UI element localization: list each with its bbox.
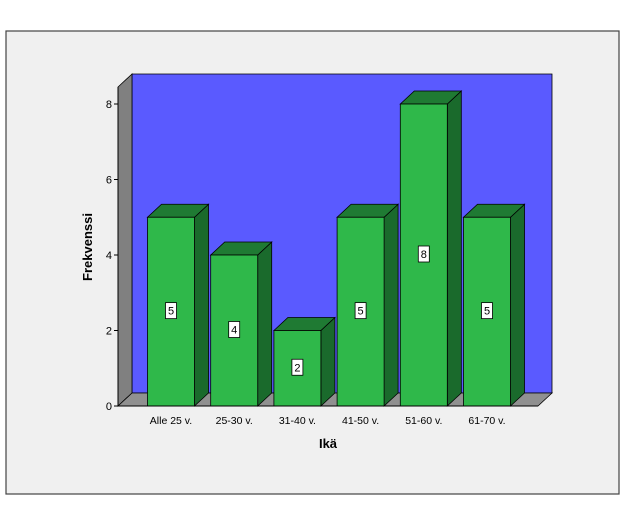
side-wall bbox=[117, 73, 133, 407]
x-tick-label: 41-50 v. bbox=[342, 415, 379, 427]
x-tick-label: 51-60 v. bbox=[405, 415, 442, 427]
data-label-box bbox=[481, 302, 493, 320]
bar-side-face bbox=[383, 203, 399, 407]
x-axis-title: Ikä bbox=[319, 436, 338, 451]
x-tick-label: 31-40 v. bbox=[279, 415, 316, 427]
bar-side-face bbox=[194, 203, 209, 407]
y-tick-label: 4 bbox=[106, 250, 112, 262]
bar-side-face bbox=[257, 241, 273, 407]
x-tick-label: Alle 25 v. bbox=[150, 415, 192, 427]
y-tick-label: 8 bbox=[106, 99, 112, 111]
data-label-box bbox=[417, 245, 430, 263]
data-label: 5 bbox=[168, 306, 174, 318]
data-label-box bbox=[165, 302, 177, 320]
bar-side-face bbox=[320, 316, 336, 407]
x-tick-label: 25-30 v. bbox=[216, 415, 253, 427]
bar: 5 bbox=[146, 203, 210, 407]
data-label: 5 bbox=[358, 306, 364, 318]
data-label: 4 bbox=[231, 325, 237, 337]
data-label-box bbox=[291, 358, 304, 376]
y-axis-title: Frekvenssi bbox=[80, 213, 95, 281]
bar: 8 bbox=[399, 90, 463, 407]
bar: 4 bbox=[209, 241, 273, 407]
data-label: 8 bbox=[421, 249, 427, 261]
data-label-box bbox=[228, 321, 241, 338]
y-tick-label: 0 bbox=[106, 401, 112, 413]
data-label: 2 bbox=[294, 362, 300, 374]
data-label-box bbox=[354, 302, 367, 320]
data-label: 5 bbox=[484, 306, 490, 318]
y-tick-label: 6 bbox=[106, 175, 112, 187]
x-axis: Alle 25 v. 25-30 v. 31-40 v. 41-50 v. 51-60 … bbox=[118, 405, 538, 427]
y-axis: 0 2 4 6 8 bbox=[106, 87, 119, 413]
bars-group: 5 4 2 5 8 5 bbox=[146, 90, 526, 407]
bar: 5 bbox=[336, 203, 400, 407]
bar-side-face bbox=[510, 203, 525, 407]
bar: 2 bbox=[272, 316, 336, 407]
bar: 5 bbox=[462, 203, 526, 407]
y-tick-label: 2 bbox=[106, 326, 112, 338]
bar-side-face bbox=[446, 90, 462, 407]
x-tick-label: 61-70 v. bbox=[468, 415, 505, 427]
